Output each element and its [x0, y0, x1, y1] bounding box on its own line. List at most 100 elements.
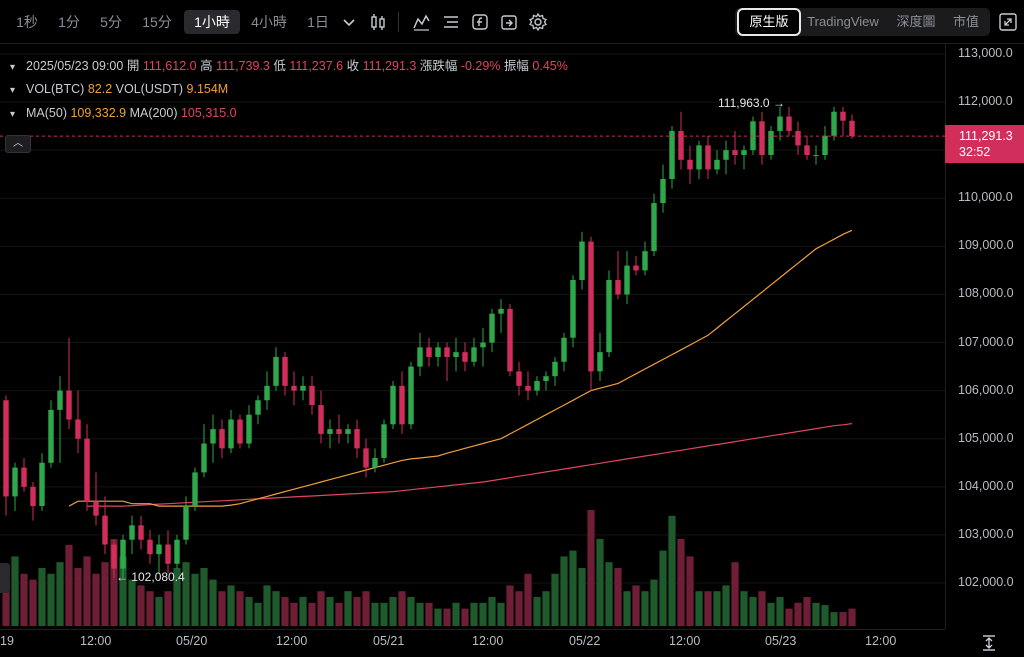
settings-gear-icon[interactable]: [527, 11, 549, 33]
time-label: 12:00: [80, 634, 112, 648]
candle-body: [543, 376, 549, 382]
volume-bar: [542, 591, 550, 626]
candle-body: [498, 308, 504, 314]
legend-low: 111,237.6: [289, 59, 344, 73]
volume-bar: [515, 591, 523, 626]
price-axis-label: 109,000.0: [958, 238, 1014, 253]
volume-bar: [146, 591, 154, 626]
candle-body: [651, 203, 657, 252]
chevron-down-icon[interactable]: [338, 11, 360, 33]
volume-bar: [11, 556, 19, 626]
volume-bar: [272, 591, 280, 626]
volume-bar: [551, 573, 559, 626]
timeframe-1s[interactable]: 1秒: [16, 14, 38, 30]
collapse-legend-button[interactable]: ︿: [5, 135, 31, 153]
candle-body: [552, 361, 558, 377]
volume-bar: [497, 602, 505, 626]
volume-bar: [317, 591, 325, 626]
volume-bar: [191, 573, 199, 626]
candle-body: [462, 352, 468, 362]
view-market-cap[interactable]: 市值: [952, 14, 979, 29]
volume-bar: [209, 579, 217, 626]
candle-body: [147, 539, 153, 555]
time-label: 05/20: [176, 634, 208, 648]
volume-bar: [695, 591, 703, 626]
volume-bar: [74, 568, 82, 626]
volume-bar: [164, 591, 172, 626]
volume-legend: ▾ VOL(BTC) 82.2 VOL(USDT) 9.154M: [0, 80, 228, 98]
volume-bar: [740, 591, 748, 626]
volume-bar: [389, 597, 397, 626]
vol-btc-value: 82.2: [87, 82, 113, 96]
volume-bar: [110, 539, 118, 626]
chevron-down-icon[interactable]: ▾: [10, 62, 16, 73]
candle-body: [633, 265, 639, 271]
candle-body: [849, 120, 855, 137]
auto-scale-icon[interactable]: [980, 634, 998, 652]
legend-open-label: 開: [126, 59, 140, 73]
volume-bar: [830, 612, 838, 626]
volume-bar: [776, 597, 784, 626]
volume-bar: [56, 562, 64, 626]
time-label: 12:00: [472, 634, 504, 648]
timeframe-15m[interactable]: 15分: [142, 14, 172, 30]
timeframe-4h[interactable]: 4小時: [251, 14, 287, 30]
timeframe-5m[interactable]: 5分: [100, 14, 122, 30]
view-native[interactable]: 原生版: [737, 8, 801, 36]
scroll-left-handle[interactable]: [0, 563, 10, 593]
price-axis-label: 110,000.0: [958, 190, 1013, 205]
candle-body: [417, 347, 423, 367]
drawing-list-icon[interactable]: [440, 11, 462, 33]
current-price-tag: 111,291.3 32:52: [945, 125, 1024, 163]
candle-body: [246, 414, 252, 444]
chevron-down-icon[interactable]: ▾: [10, 85, 16, 96]
candle-body: [48, 409, 54, 463]
view-depth[interactable]: 深度圖: [896, 14, 936, 29]
volume-bar: [263, 585, 271, 626]
volume-bar: [533, 597, 541, 626]
volume-bar: [596, 539, 604, 626]
candle-body: [804, 145, 810, 155]
volume-bar: [227, 585, 235, 626]
price-chart[interactable]: [0, 44, 945, 629]
view-tradingview[interactable]: TradingView: [807, 14, 879, 29]
candle-body: [183, 506, 189, 540]
ma50-path: [68, 229, 853, 507]
fullscreen-icon[interactable]: [997, 11, 1019, 33]
candle-body: [219, 429, 225, 449]
candle-body: [705, 145, 711, 170]
candle-body: [120, 539, 126, 569]
chevron-down-icon[interactable]: ▾: [10, 109, 16, 120]
timeframe-1d[interactable]: 1日: [307, 14, 329, 30]
price-axis[interactable]: [945, 44, 1024, 629]
candle-body: [165, 544, 171, 564]
candle-body: [714, 159, 720, 170]
candle-body: [156, 544, 162, 555]
replay-icon[interactable]: [498, 11, 520, 33]
candle-body: [624, 265, 630, 295]
candlestick-type-icon[interactable]: [367, 11, 389, 33]
volume-bar: [218, 591, 226, 626]
candle-body: [435, 347, 441, 357]
volume-bar: [353, 597, 361, 626]
candle-body: [408, 366, 414, 425]
timeframe-1h[interactable]: 1小時: [184, 10, 240, 34]
volume-bar: [371, 602, 379, 626]
indicator-icon[interactable]: [410, 11, 432, 33]
current-price: 111,291.3: [959, 129, 1013, 143]
candle-body: [3, 400, 9, 497]
time-axis[interactable]: [0, 629, 945, 657]
function-icon[interactable]: [469, 11, 491, 33]
candle-body: [138, 525, 144, 540]
timeframe-1m[interactable]: 1分: [58, 14, 80, 30]
grid-lines: [0, 53, 945, 584]
volume-bar: [659, 550, 667, 626]
ma200-line: [87, 423, 853, 507]
candle-body: [381, 424, 387, 458]
volume-bar: [173, 568, 181, 626]
candle-body: [201, 443, 207, 473]
toolbar: 1秒 1分 5分 15分 1小時 4小時 1日 原生版 TradingView …: [0, 0, 1024, 44]
candle-body: [84, 438, 90, 502]
candle-body: [399, 385, 405, 425]
candle-body: [723, 150, 729, 160]
